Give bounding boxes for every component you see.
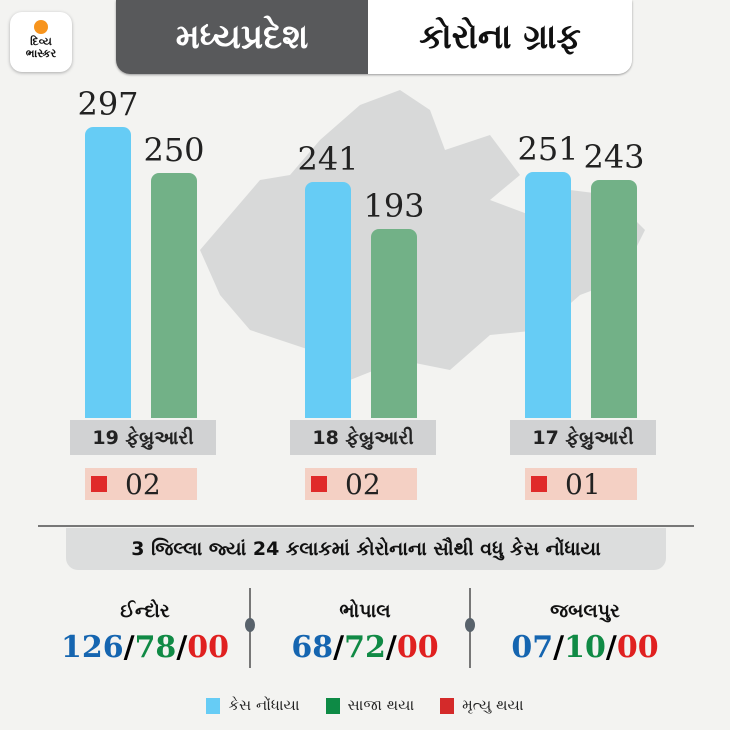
district-stats: 68/72/00 [291, 630, 439, 665]
separator-dot [465, 618, 475, 632]
header-title: કોરોના ગ્રાફ [368, 0, 632, 74]
district-recovered: 72 [344, 630, 386, 665]
cases-value-label: 251 [517, 130, 579, 169]
recovered-value-label: 250 [143, 131, 205, 169]
cases-bar [85, 126, 131, 418]
cases-value-label: 297 [77, 84, 139, 123]
cases-bar [525, 172, 571, 418]
recovered-value-label: 193 [363, 186, 425, 225]
recovered-value-label: 243 [583, 137, 645, 176]
legend: કેસ નોંધાયા સાજા થયા મૃત્યુ થયા [0, 696, 730, 714]
district-deaths: 00 [187, 630, 230, 665]
cases-value-label: 241 [297, 139, 359, 178]
date-label: 18 ફેબ્રુઆરી [290, 420, 436, 455]
death-square-icon [91, 476, 107, 492]
death-square-icon [531, 476, 547, 492]
district-stats: 126/78/00 [60, 630, 230, 665]
divya-bhaskar-logo: દિવ્ય ભાસ્કર [10, 12, 72, 72]
district-subtitle: 3 જિલ્લા જ્યાં 24 કલાકમાં કોરોનાના સૌથી … [66, 528, 666, 570]
death-square-icon [311, 476, 327, 492]
header-state: મધ્યપ્રદેશ [116, 0, 368, 74]
district-deaths: 00 [396, 630, 439, 665]
deaths-value: 01 [565, 467, 601, 501]
recovered-bar [151, 173, 197, 418]
date-label: 19 ફેબ્રુઆરી [70, 420, 216, 455]
deaths-badge: 01 [525, 467, 637, 501]
cases-bar [305, 181, 351, 418]
header: મધ્યપ્રદેશ કોરોના ગ્રાફ [116, 0, 632, 74]
district-name: ઈન્દોર [120, 600, 170, 622]
district-recovered: 10 [564, 630, 606, 665]
district-cases: 68 [291, 630, 334, 665]
divider [38, 525, 694, 527]
deaths-value: 02 [125, 467, 161, 501]
legend-deaths: મૃત્યુ થયા [440, 696, 524, 714]
recovered-bar [591, 179, 637, 418]
date-label: 17 ફેબ્રુઆરી [510, 420, 656, 455]
district-name: જબલપુર [550, 600, 620, 622]
district-name: ભોપાલ [339, 600, 391, 622]
district-deaths: 00 [616, 630, 659, 665]
district-cases: 126 [60, 630, 124, 665]
legend-recovered: સાજા થયા [325, 696, 414, 714]
district-recovered: 78 [134, 630, 177, 665]
deaths-badge: 02 [85, 467, 197, 501]
district-cases: 07 [511, 630, 554, 665]
recovered-bar [371, 228, 417, 418]
deaths-badge: 02 [305, 467, 417, 501]
deaths-value: 02 [345, 467, 381, 501]
district-stats: 07/10/00 [511, 630, 659, 665]
legend-cases: કેસ નોંધાયા [206, 696, 300, 714]
separator-dot [245, 618, 255, 632]
